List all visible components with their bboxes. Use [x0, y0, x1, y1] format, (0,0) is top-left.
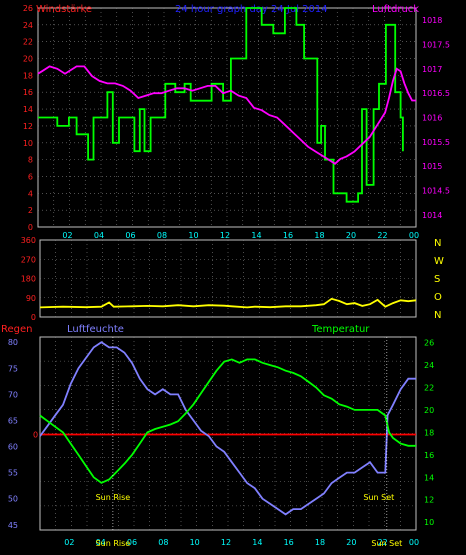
x-tick-label: 02 [64, 538, 74, 547]
wind-y-tick-label: 22 [23, 38, 33, 47]
pressure-axis-title: Luftdruck [372, 4, 419, 15]
temperature-y-tick-label: 20 [424, 406, 434, 415]
temperature-y-tick-label: 24 [424, 361, 434, 370]
pressure-y-tick-label: 1014.5 [422, 187, 450, 196]
pressure-y-tick-label: 1016.5 [422, 89, 450, 98]
humidity-y-tick-label: 55 [8, 469, 18, 478]
wind-chart-title: 24 hour graph day 24 Jul 2014 [175, 4, 328, 15]
sun-rise-label: Sun Rise [96, 493, 131, 502]
x-tick-label: 14 [252, 538, 262, 547]
x-tick-label: 00 [409, 231, 419, 240]
temperature-y-tick-label: 12 [424, 496, 434, 505]
wind-y-tick-label: 4 [28, 189, 33, 198]
pressure-line [37, 65, 416, 165]
x-tick-label: 22 [377, 231, 387, 240]
wind-y-tick-label: 2 [28, 206, 33, 215]
pressure-y-tick-label: 1014 [422, 211, 442, 220]
humidity-axis-title: Luftfeuchte [67, 324, 124, 335]
compass-label: N [434, 238, 441, 249]
direction-y-tick-label: 180 [21, 275, 36, 284]
x-tick-label: 16 [284, 538, 294, 547]
direction-y-tick-label: 90 [26, 294, 36, 303]
temperature-line [39, 358, 416, 484]
pressure-y-tick-label: 1018 [422, 16, 442, 25]
pressure-y-tick-label: 1017 [422, 65, 442, 74]
temperature-axis-title: Temperatur [311, 324, 370, 335]
humidity-y-tick-label: 80 [8, 338, 18, 347]
wind-direction-line [39, 297, 417, 309]
wind-y-tick-label: 0 [28, 223, 33, 232]
wind-y-tick-label: 10 [23, 139, 33, 148]
humidity-y-tick-label: 45 [8, 521, 18, 530]
pressure-y-tick-label: 1015 [422, 162, 442, 171]
x-tick-label: 20 [346, 538, 356, 547]
rain-axis-title: Regen [1, 324, 33, 335]
wind-y-tick-label: 12 [23, 122, 33, 131]
wind-y-tick-label: 18 [23, 71, 33, 80]
humidity-y-tick-label: 65 [8, 416, 18, 425]
x-tick-label: 12 [220, 231, 230, 240]
direction-y-tick-label: 0 [31, 313, 36, 322]
wind-y-tick-label: 14 [23, 105, 33, 114]
x-tick-label: 18 [315, 538, 325, 547]
humidity-line [39, 341, 416, 516]
humidity-y-tick-label: 60 [8, 443, 18, 452]
x-tick-label: 08 [157, 231, 167, 240]
wind-y-tick-label: 16 [23, 88, 33, 97]
temperature-y-tick-label: 18 [424, 428, 434, 437]
humidity-y-tick-label: 50 [8, 495, 18, 504]
x-tick-label: 16 [283, 231, 293, 240]
humidity-y-tick-label: 75 [8, 364, 18, 373]
x-tick-label: 22 [378, 538, 388, 547]
rain-y-tick-label: 0 [33, 431, 38, 440]
wind-y-tick-label: 6 [28, 172, 33, 181]
compass-label: O [434, 292, 442, 303]
x-tick-label: 04 [96, 538, 106, 547]
compass-label: W [434, 256, 444, 267]
temperature-y-tick-label: 14 [424, 473, 434, 482]
x-tick-label: 00 [409, 538, 419, 547]
humidity-y-tick-label: 70 [8, 390, 18, 399]
x-tick-label: 18 [314, 231, 324, 240]
temperature-y-tick-label: 22 [424, 383, 434, 392]
sun-set-label: Sun Set [363, 493, 394, 502]
wind-y-tick-label: 26 [23, 4, 33, 13]
compass-label: S [434, 274, 440, 285]
x-tick-label: 04 [94, 231, 104, 240]
direction-y-tick-label: 270 [21, 255, 36, 264]
wind-axis-title: Windstärke [36, 4, 92, 15]
compass-label: N [434, 310, 441, 321]
x-tick-label: 10 [190, 538, 200, 547]
x-tick-label: 06 [125, 231, 135, 240]
wind-y-tick-label: 24 [23, 21, 33, 30]
sun-rise-bottom-label: Sun Rise [96, 539, 131, 548]
wind-y-tick-label: 20 [23, 55, 33, 64]
pressure-y-tick-label: 1016 [422, 114, 442, 123]
temperature-y-tick-label: 16 [424, 451, 434, 460]
sun-set-bottom-label: Sun Set [371, 539, 402, 548]
wind-y-tick-label: 8 [28, 156, 33, 165]
wind-speed-line [38, 7, 404, 203]
temperature-y-tick-label: 26 [424, 339, 434, 348]
pressure-y-tick-label: 1015.5 [422, 138, 450, 147]
x-tick-label: 10 [188, 231, 198, 240]
x-tick-label: 06 [127, 538, 137, 547]
x-tick-label: 08 [158, 538, 168, 547]
x-tick-label: 12 [221, 538, 231, 547]
x-tick-label: 02 [62, 231, 72, 240]
temperature-y-tick-label: 10 [424, 518, 434, 527]
x-tick-label: 20 [346, 231, 356, 240]
pressure-y-tick-label: 1017.5 [422, 41, 450, 50]
x-tick-label: 14 [251, 231, 261, 240]
direction-y-tick-label: 360 [21, 236, 36, 245]
